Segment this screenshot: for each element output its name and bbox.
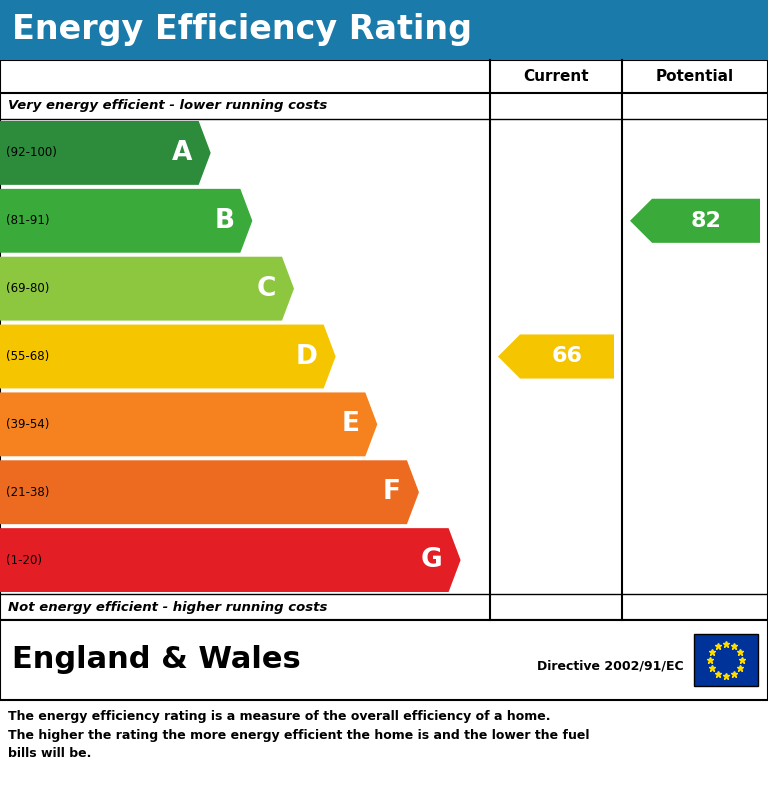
Bar — [0, 60, 768, 620]
Text: D: D — [296, 343, 318, 369]
Text: (81-91): (81-91) — [6, 214, 49, 227]
Text: (92-100): (92-100) — [6, 146, 57, 159]
Bar — [694, 634, 758, 686]
Polygon shape — [0, 189, 253, 253]
Text: (55-68): (55-68) — [6, 350, 49, 363]
Text: Potential: Potential — [656, 69, 734, 84]
Text: F: F — [383, 479, 401, 505]
Text: G: G — [421, 547, 442, 573]
Text: (39-54): (39-54) — [6, 418, 49, 431]
Polygon shape — [0, 461, 419, 524]
Text: The energy efficiency rating is a measure of the overall efficiency of a home.
T: The energy efficiency rating is a measur… — [8, 710, 590, 760]
Text: E: E — [341, 411, 359, 437]
Text: B: B — [214, 208, 234, 234]
Polygon shape — [630, 199, 760, 243]
Polygon shape — [498, 335, 614, 379]
Polygon shape — [0, 528, 461, 592]
Polygon shape — [0, 393, 377, 457]
Polygon shape — [0, 257, 294, 321]
Text: Energy Efficiency Rating: Energy Efficiency Rating — [12, 14, 472, 47]
Text: 66: 66 — [551, 347, 582, 367]
Text: (1-20): (1-20) — [6, 553, 42, 566]
Text: (21-38): (21-38) — [6, 486, 49, 499]
Polygon shape — [0, 325, 336, 389]
Bar — [0, 620, 768, 700]
Bar — [0, 0, 768, 60]
Text: Directive 2002/91/EC: Directive 2002/91/EC — [538, 660, 684, 673]
Text: (69-80): (69-80) — [6, 282, 49, 295]
Text: 82: 82 — [690, 211, 721, 231]
Text: Current: Current — [523, 69, 589, 84]
Text: England & Wales: England & Wales — [12, 646, 301, 675]
Text: Not energy efficient - higher running costs: Not energy efficient - higher running co… — [8, 600, 327, 613]
Text: Very energy efficient - lower running costs: Very energy efficient - lower running co… — [8, 99, 327, 112]
Text: A: A — [172, 140, 193, 166]
Polygon shape — [0, 121, 210, 185]
Text: C: C — [257, 276, 276, 301]
